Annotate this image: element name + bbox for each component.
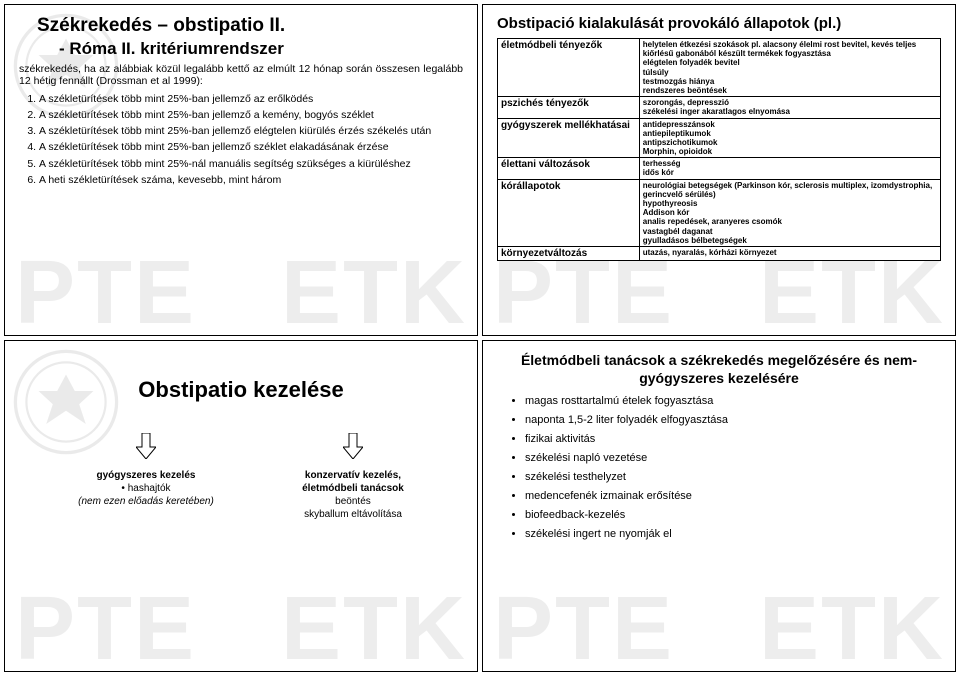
table-cell: utazás, nyaralás, kórházi környezet [639,246,940,260]
q2-title: Obstipació kialakulását provokáló állapo… [497,15,941,32]
table-cell: szorongás, depressziószékelési inger aka… [639,97,940,118]
table-cell: antidepresszánsokantiepileptikumokantips… [639,118,940,158]
table-cell: helytelen étkezési szokások pl. alacsony… [639,39,940,97]
quadrant-1: PTE ETK Székrekedés – obstipatio II. - R… [4,4,478,336]
quadrant-4: PTE ETK Életmódbeli tanácsok a székreked… [482,340,956,672]
list-item: A székletürítések több mint 25%-nál manu… [39,158,463,171]
table-cell: terhességidős kór [639,158,940,179]
list-item: naponta 1,5-2 liter folyadék elfogyasztá… [525,414,941,426]
watermark-left: PTE [15,578,196,672]
q4-title: Életmódbeli tanácsok a székrekedés megel… [497,351,941,387]
arrow-down-icon [136,433,156,459]
q3-col-2: konzervatív kezelés,életmódbeli tanácsok… [302,433,404,521]
list-item: medencefenék izmainak erősítése [525,490,941,502]
table-row: környezetváltozásutazás, nyaralás, kórhá… [498,246,941,260]
list-item: A székletürítések több mint 25%-ban jell… [39,93,463,106]
q3-col-1: gyógyszeres kezelés• hashajtók(nem ezen … [78,433,214,521]
list-item: biofeedback-kezelés [525,509,941,521]
q2-table: életmódbeli tényezőkhelytelen étkezési s… [497,38,941,261]
table-row: élettani változásokterhességidős kór [498,158,941,179]
q3-columns: gyógyszeres kezelés• hashajtók(nem ezen … [19,433,463,521]
list-item: székelési testhelyzet [525,471,941,483]
table-row: gyógyszerek mellékhatásaiantidepresszáns… [498,118,941,158]
list-item: fizikai aktivitás [525,433,941,445]
list-item: székelési napló vezetése [525,452,941,464]
watermark-right: ETK [759,578,945,672]
watermark-left: PTE [493,578,674,672]
table-row: pszichés tényezőkszorongás, depressziósz… [498,97,941,118]
watermark-right: ETK [281,242,467,336]
table-cell: neurológiai betegségek (Parkinson kór, s… [639,179,940,246]
list-item: A székletürítések több mint 25%-ban jell… [39,109,463,122]
q1-title: Székrekedés – obstipatio II. [19,15,463,37]
list-item: A székletürítések több mint 25%-ban jell… [39,141,463,154]
quadrant-3: PTE ETK Obstipatio kezelése gyógyszeres … [4,340,478,672]
q3-col1-text: gyógyszeres kezelés• hashajtók(nem ezen … [78,469,214,508]
arrow-down-icon [343,433,363,459]
list-item: A heti székletürítések száma, kevesebb, … [39,174,463,187]
q3-col2-text: konzervatív kezelés,életmódbeli tanácsok… [302,469,404,521]
q4-list: magas rosttartalmú ételek fogyasztása na… [497,395,941,540]
watermark-right: ETK [281,578,467,672]
q3-title: Obstipatio kezelése [19,377,463,403]
watermark-left: PTE [15,242,196,336]
quadrant-2: PTE ETK Obstipació kialakulását provokál… [482,4,956,336]
table-row: kórállapotokneurológiai betegségek (Park… [498,179,941,246]
list-item: székelési ingert ne nyomják el [525,528,941,540]
q1-subtitle: - Róma II. kritériumrendszer [19,39,463,59]
table-row: életmódbeli tényezőkhelytelen étkezési s… [498,39,941,97]
q1-list: A székletürítések több mint 25%-ban jell… [19,93,463,187]
list-item: magas rosttartalmú ételek fogyasztása [525,395,941,407]
q1-intro: székrekedés, ha az alábbiak közül legalá… [19,63,463,87]
list-item: A székletürítések több mint 25%-ban jell… [39,125,463,138]
